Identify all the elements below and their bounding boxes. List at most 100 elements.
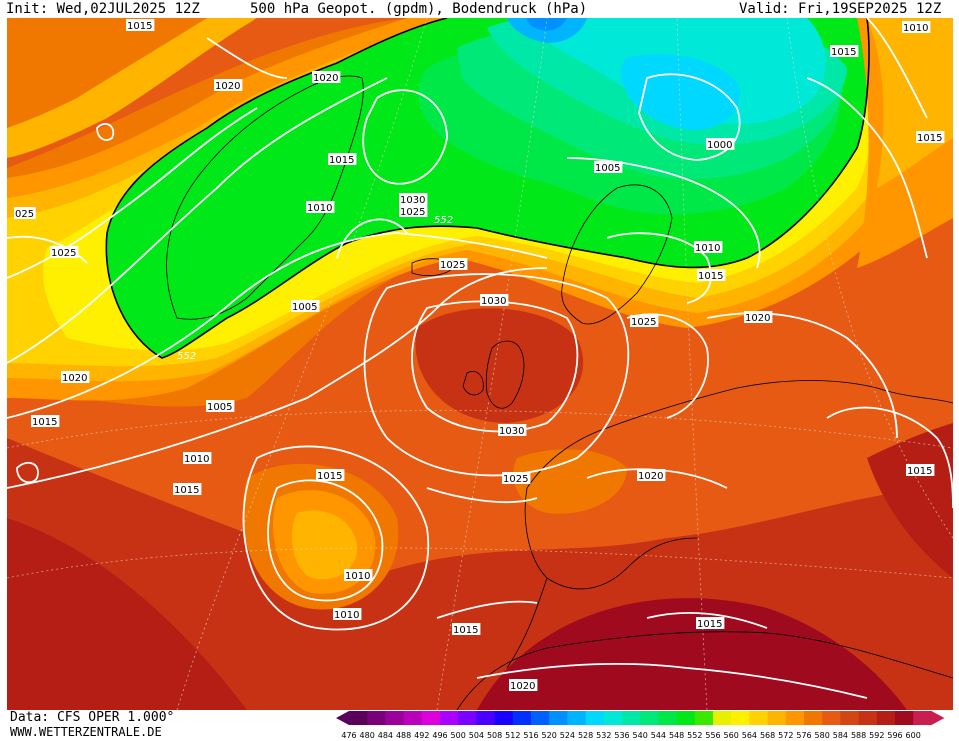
svg-text:1015: 1015 (127, 21, 152, 32)
legend-color-cell (713, 711, 732, 725)
isobar-label: 1015 (906, 464, 935, 477)
isobar-label: 1005 (594, 161, 623, 174)
isobar-label: 1025 (50, 246, 79, 259)
legend-tick-label: 532 (596, 731, 611, 740)
isobar-label: 1000 (706, 138, 735, 151)
isobar-label: 1015 (696, 617, 725, 630)
isobar-label: 1015 (328, 153, 357, 166)
svg-text:1015: 1015 (697, 619, 722, 630)
svg-text:1020: 1020 (510, 681, 535, 692)
isobar-label: 1010 (902, 21, 931, 34)
legend-color-cell (640, 711, 659, 725)
legend-color-cell (876, 711, 896, 725)
legend-tick-label: 568 (760, 731, 775, 740)
legend-color-cell (822, 711, 841, 725)
legend-color-cell (785, 711, 805, 725)
svg-text:1015: 1015 (917, 133, 942, 144)
legend-color-cell (531, 711, 550, 725)
legend-tick-label: 576 (796, 731, 811, 740)
legend-tick-label: 572 (778, 731, 793, 740)
isobar-label: 1020 (744, 311, 773, 324)
svg-text:1015: 1015 (698, 271, 723, 282)
isobar-label: 1010 (344, 569, 373, 582)
isobar-label: 1025 (399, 205, 428, 218)
isobar-label: 1010 (694, 241, 723, 254)
svg-text:1020: 1020 (745, 313, 770, 324)
geopotential-contour-label: 552 (434, 215, 453, 226)
svg-text:025: 025 (15, 209, 34, 220)
legend-tick-label: 584 (833, 731, 848, 740)
isobar-label: 1015 (31, 415, 60, 428)
legend-color-cell (512, 711, 532, 725)
svg-text:1025: 1025 (51, 248, 76, 259)
svg-text:1020: 1020 (62, 373, 87, 384)
isobar-label: 1020 (61, 371, 90, 384)
website-link[interactable]: WWW.WETTERZENTRALE.DE (10, 725, 162, 739)
isobar-label: 1015 (916, 131, 945, 144)
legend-color-cell (767, 711, 787, 725)
legend-tick-label: 508 (487, 731, 502, 740)
legend-color-cell (349, 711, 368, 725)
legend-color-cell (367, 711, 386, 725)
legend-color-cell (549, 711, 568, 725)
legend-tick-label: 544 (651, 731, 666, 740)
svg-text:1025: 1025 (400, 207, 425, 218)
isobar-label: 1025 (630, 315, 659, 328)
color-legend: 476 480 484 488 492 496 500 504 508 512 516 520 524 5… (336, 711, 945, 740)
legend-tick-label: 520 (542, 731, 557, 740)
svg-text:1010: 1010 (184, 454, 209, 465)
isobar-label: 1010 (333, 608, 362, 621)
legend-tick-label: 496 (432, 731, 447, 740)
isobar-label: 1010 (183, 452, 212, 465)
legend-tick-label: 516 (523, 731, 538, 740)
legend-tick-label: 536 (614, 731, 629, 740)
legend-color-cell (749, 711, 769, 725)
legend-tick-label: 524 (560, 731, 575, 740)
legend-color-cell (658, 711, 678, 725)
legend-tick-label: 548 (669, 731, 684, 740)
legend-tick-label: 588 (851, 731, 866, 740)
legend-tick-label: 560 (724, 731, 739, 740)
legend-tick-label: 556 (705, 731, 720, 740)
legend-color-cell (440, 711, 459, 725)
chart-header: Init: Wed,02JUL2025 12Z 500 hPa Geopot. … (0, 0, 959, 18)
legend-tick-label: 504 (469, 731, 484, 740)
svg-text:1015: 1015 (453, 625, 478, 636)
svg-text:1005: 1005 (207, 402, 232, 413)
svg-text:552: 552 (177, 351, 196, 362)
svg-text:1025: 1025 (503, 474, 528, 485)
svg-text:1005: 1005 (595, 163, 620, 174)
legend-color-cell (421, 711, 441, 725)
legend-color-cell (494, 711, 514, 725)
svg-text:1000: 1000 (707, 140, 732, 151)
svg-text:552: 552 (434, 215, 453, 226)
legend-tick-label: 480 (360, 731, 375, 740)
isobar-label: 1030 (399, 193, 428, 206)
svg-text:1020: 1020 (215, 81, 240, 92)
svg-text:1020: 1020 (313, 73, 338, 84)
geopotential-fill (7, 18, 953, 710)
legend-tick-label: 596 (887, 731, 902, 740)
svg-text:1025: 1025 (631, 317, 656, 328)
legend-tick-label: 600 (906, 731, 921, 740)
legend-color-cell (567, 711, 587, 725)
legend-tick-label: 488 (396, 731, 411, 740)
init-time-label: Init: Wed,02JUL2025 12Z (6, 1, 200, 17)
legend-color-cell (585, 711, 605, 725)
isobar-label: 1015 (830, 45, 859, 58)
svg-text:1030: 1030 (481, 296, 506, 307)
legend-color-cell (385, 711, 405, 725)
svg-text:1025: 1025 (440, 260, 465, 271)
chart-title: 500 hPa Geopot. (gpdm), Bodendruck (hPa) (250, 1, 588, 17)
data-source-label: Data: CFS OPER 1.000° (10, 710, 175, 725)
legend-tick-label: 492 (414, 731, 429, 740)
isobar-label: 1010 (306, 201, 335, 214)
legend-arrow-left (336, 711, 349, 725)
legend-tick-label: 512 (505, 731, 520, 740)
isobar-label: 1025 (502, 472, 531, 485)
legend-color-cell (913, 711, 932, 725)
legend-color-cell (694, 711, 714, 725)
svg-text:1015: 1015 (32, 417, 57, 428)
isobar-label: 1015 (452, 623, 481, 636)
